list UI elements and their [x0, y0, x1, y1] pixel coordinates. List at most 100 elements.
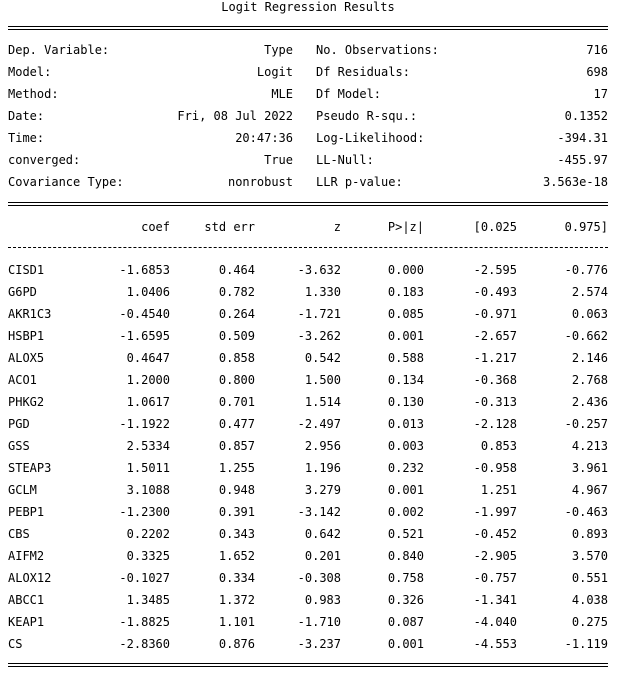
ci-lower-value: -2.657 — [473, 329, 517, 343]
summary-value-right: 3.563e-18 — [542, 175, 608, 189]
coef-value: -0.4540 — [119, 307, 170, 321]
top-double-rule — [8, 26, 608, 30]
table-row: PHKG2 1.0617 0.701 1.514 0.130 -0.313 2.… — [0, 395, 622, 409]
z-value: -3.262 — [297, 329, 341, 343]
z-value: -3.237 — [297, 637, 341, 651]
p-value: 0.232 — [387, 461, 424, 475]
table-row: AIFM2 0.3325 1.652 0.201 0.840 -2.905 3.… — [0, 549, 622, 563]
p-value: 0.326 — [387, 593, 424, 607]
table-row: ABCC1 1.3485 1.372 0.983 0.326 -1.341 4.… — [0, 593, 622, 607]
column-header-p-value: P>|z| — [387, 220, 424, 234]
table-row: GSS 2.5334 0.857 2.956 0.003 0.853 4.213 — [0, 439, 622, 453]
table-row: AKR1C3 -0.4540 0.264 -1.721 0.085 -0.971… — [0, 307, 622, 321]
ci-upper-value: 0.275 — [571, 615, 608, 629]
table-row: HSBP1 -1.6595 0.509 -3.262 0.001 -2.657 … — [0, 329, 622, 343]
std-err-value: 1.255 — [218, 461, 255, 475]
ci-lower-value: -0.493 — [473, 285, 517, 299]
variable-name: CS — [8, 637, 23, 651]
ci-upper-value: 0.893 — [571, 527, 608, 541]
std-err-value: 0.464 — [218, 263, 255, 277]
coef-value: 3.1088 — [126, 483, 170, 497]
z-value: 2.956 — [304, 439, 341, 453]
std-err-value: 0.701 — [218, 395, 255, 409]
std-err-value: 0.948 — [218, 483, 255, 497]
variable-name: KEAP1 — [8, 615, 45, 629]
std-err-value: 0.477 — [218, 417, 255, 431]
p-value: 0.002 — [387, 505, 424, 519]
z-value: -2.497 — [297, 417, 341, 431]
summary-row: Model: Logit Df Residuals: 698 — [0, 65, 622, 79]
summary-value-right: 17 — [593, 87, 608, 101]
z-value: -1.710 — [297, 615, 341, 629]
variable-name: CISD1 — [8, 263, 45, 277]
z-value: -0.308 — [297, 571, 341, 585]
ci-lower-value: 1.251 — [480, 483, 517, 497]
ci-upper-value: 0.063 — [571, 307, 608, 321]
ci-upper-value: 2.768 — [571, 373, 608, 387]
std-err-value: 0.264 — [218, 307, 255, 321]
ci-lower-value: -0.971 — [473, 307, 517, 321]
coef-value: -1.1922 — [119, 417, 170, 431]
ci-upper-value: 2.436 — [571, 395, 608, 409]
ci-lower-value: -2.595 — [473, 263, 517, 277]
variable-name: PHKG2 — [8, 395, 45, 409]
summary-label-left: Model: — [8, 65, 52, 79]
std-err-value: 1.652 — [218, 549, 255, 563]
std-err-value: 1.101 — [218, 615, 255, 629]
summary-label-right: Pseudo R-squ.: — [316, 109, 418, 123]
summary-value-right: 0.1352 — [564, 109, 608, 123]
ci-upper-value: 3.570 — [571, 549, 608, 563]
summary-value-left: Logit — [256, 65, 293, 79]
coef-value: -1.6853 — [119, 263, 170, 277]
table-row: CBS 0.2202 0.343 0.642 0.521 -0.452 0.89… — [0, 527, 622, 541]
ci-upper-value: 0.551 — [571, 571, 608, 585]
coef-value: -2.8360 — [119, 637, 170, 651]
summary-value-left: True — [264, 153, 293, 167]
ci-upper-value: -0.257 — [564, 417, 608, 431]
column-header-z: z — [333, 220, 341, 234]
z-value: 0.983 — [304, 593, 341, 607]
coef-value: 0.2202 — [126, 527, 170, 541]
z-value: 1.500 — [304, 373, 341, 387]
p-value: 0.588 — [387, 351, 424, 365]
std-err-value: 0.509 — [218, 329, 255, 343]
ci-lower-value: -0.757 — [473, 571, 517, 585]
table-row: CS -2.8360 0.876 -3.237 0.001 -4.553 -1.… — [0, 637, 622, 651]
std-err-value: 0.876 — [218, 637, 255, 651]
coef-value: 1.0406 — [126, 285, 170, 299]
z-value: 3.279 — [304, 483, 341, 497]
coef-value: 2.5334 — [126, 439, 170, 453]
variable-name: HSBP1 — [8, 329, 45, 343]
summary-label-left: converged: — [8, 153, 81, 167]
coef-value: -0.1027 — [119, 571, 170, 585]
ci-lower-value: -2.128 — [473, 417, 517, 431]
coef-value: 0.3325 — [126, 549, 170, 563]
coef-value: 1.0617 — [126, 395, 170, 409]
summary-row: converged: True LL-Null: -455.97 — [0, 153, 622, 167]
ci-upper-value: -1.119 — [564, 637, 608, 651]
z-value: 1.196 — [304, 461, 341, 475]
table-row: STEAP3 1.5011 1.255 1.196 0.232 -0.958 3… — [0, 461, 622, 475]
z-value: -3.142 — [297, 505, 341, 519]
p-value: 0.521 — [387, 527, 424, 541]
std-err-value: 0.858 — [218, 351, 255, 365]
p-value: 0.758 — [387, 571, 424, 585]
summary-row: Method: MLE Df Model: 17 — [0, 87, 622, 101]
std-err-value: 0.857 — [218, 439, 255, 453]
variable-name: ACO1 — [8, 373, 37, 387]
ci-lower-value: -0.452 — [473, 527, 517, 541]
ci-lower-value: -0.368 — [473, 373, 517, 387]
variable-name: CBS — [8, 527, 30, 541]
table-row: G6PD 1.0406 0.782 1.330 0.183 -0.493 2.5… — [0, 285, 622, 299]
ci-lower-value: -0.958 — [473, 461, 517, 475]
ci-lower-value: -1.341 — [473, 593, 517, 607]
p-value: 0.134 — [387, 373, 424, 387]
ci-lower-value: -1.997 — [473, 505, 517, 519]
variable-name: ALOX5 — [8, 351, 45, 365]
ci-upper-value: 4.967 — [571, 483, 608, 497]
std-err-value: 1.372 — [218, 593, 255, 607]
variable-name: GCLM — [8, 483, 37, 497]
p-value: 0.001 — [387, 637, 424, 651]
coef-value: -1.6595 — [119, 329, 170, 343]
variable-name: STEAP3 — [8, 461, 52, 475]
